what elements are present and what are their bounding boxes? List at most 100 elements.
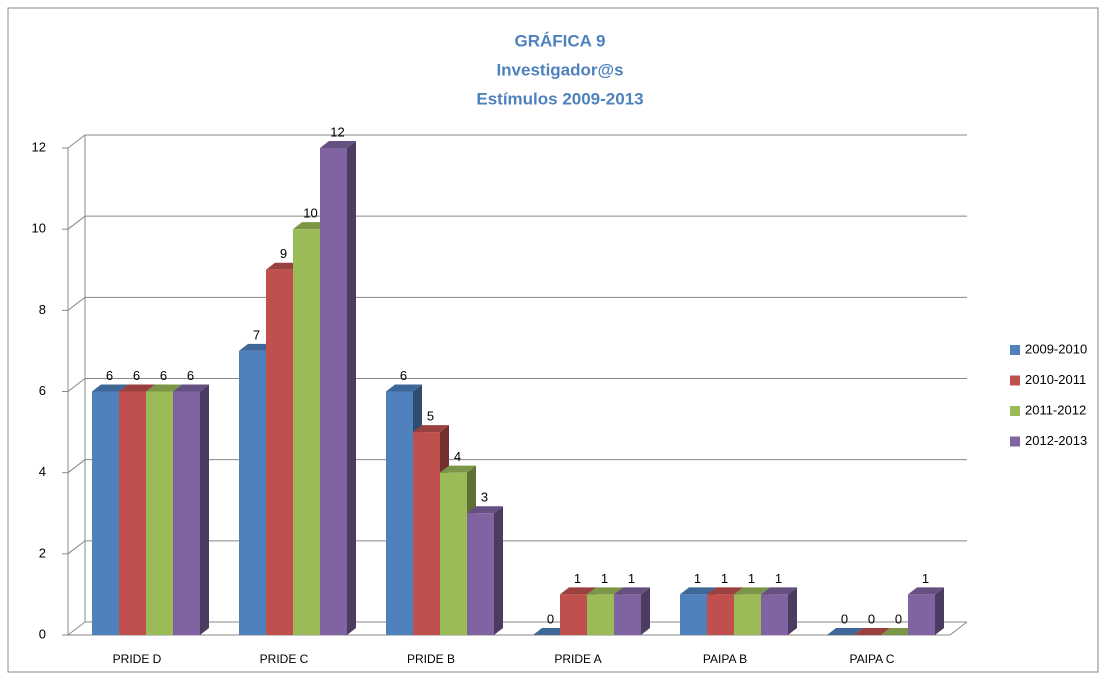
grid-line [67, 540, 967, 555]
bar-top [413, 425, 449, 433]
bar-side [347, 141, 356, 635]
bar-top [680, 587, 716, 595]
legend-swatch [1010, 436, 1020, 447]
data-label: 1 [574, 571, 581, 586]
data-label: 1 [748, 571, 755, 586]
bar-top [827, 628, 863, 635]
data-label: 0 [841, 611, 848, 626]
bar [173, 391, 200, 635]
x-tick-label: PAIPA B [703, 652, 747, 666]
data-label: 4 [454, 449, 461, 464]
data-label: 1 [628, 571, 635, 586]
grid-line [67, 459, 967, 474]
grid-line [67, 378, 967, 392]
x-tick-label: PRIDE B [407, 652, 455, 666]
data-label: 1 [922, 571, 929, 586]
bar-top [173, 384, 209, 392]
bar-top [119, 384, 155, 392]
data-label: 0 [895, 611, 902, 626]
data-label: 6 [106, 368, 113, 383]
bar [467, 513, 494, 635]
data-label: 1 [601, 571, 608, 586]
legend-label: 2009-2010 [1025, 341, 1087, 356]
data-label: 6 [160, 368, 167, 383]
bar [266, 269, 293, 635]
bar-top [908, 587, 944, 595]
data-label: 6 [133, 368, 140, 383]
data-label: 0 [868, 611, 875, 626]
bar-top [614, 587, 650, 595]
data-label: 3 [481, 490, 488, 505]
bar [119, 391, 146, 635]
legend-swatch [1010, 375, 1020, 386]
data-label: 7 [253, 327, 260, 342]
chart-title: Estímulos 2009-2013 [476, 89, 643, 108]
bar [146, 391, 173, 635]
chart-title: Investigador@s [496, 60, 623, 79]
bar [560, 594, 587, 635]
bar [293, 229, 320, 635]
grid-line [67, 621, 967, 636]
y-tick-label: 2 [39, 545, 46, 560]
bar-top [467, 506, 503, 514]
bar-top [587, 587, 623, 595]
data-label: 9 [280, 246, 287, 261]
legend-label: 2010-2011 [1025, 372, 1086, 387]
bar-side [494, 506, 503, 635]
data-label: 5 [427, 409, 434, 424]
bar [707, 594, 734, 635]
y-tick-label: 4 [39, 464, 46, 479]
bar-side [200, 384, 209, 635]
grid-line [67, 134, 967, 149]
bar-top [320, 141, 356, 148]
legend-swatch [1010, 345, 1020, 355]
grid-line [67, 296, 967, 311]
data-label: 6 [400, 368, 407, 383]
bar-top [761, 587, 797, 595]
y-tick-label: 8 [39, 302, 46, 317]
bar [92, 391, 119, 635]
y-tick-label: 0 [39, 626, 46, 641]
bar-top [92, 384, 128, 392]
bar-side [935, 587, 944, 635]
data-label: 1 [775, 571, 782, 586]
legend-label: 2011-2012 [1025, 402, 1086, 417]
bar [908, 594, 935, 635]
bar-top [854, 628, 890, 635]
data-label: 10 [303, 206, 317, 221]
legend-label: 2012-2013 [1025, 433, 1087, 448]
y-tick-label: 12 [32, 139, 46, 154]
chart-title: GRÁFICA 9 [515, 31, 606, 50]
data-label: 12 [330, 124, 344, 139]
x-tick-label: PRIDE C [260, 652, 309, 666]
x-tick-label: PRIDE D [113, 652, 162, 666]
bar [440, 472, 467, 635]
data-label: 0 [547, 611, 554, 626]
bar [413, 432, 440, 635]
y-tick-label: 10 [32, 221, 46, 236]
bar-top [734, 587, 770, 595]
bar-top [146, 384, 182, 392]
bar [761, 594, 788, 635]
bar [614, 594, 641, 635]
bar-side [641, 587, 650, 635]
y-tick-label: 6 [39, 383, 46, 398]
data-label: 6 [187, 368, 194, 383]
data-label: 1 [694, 571, 701, 586]
data-label: 1 [721, 571, 728, 586]
bar-top [560, 587, 596, 595]
floor [68, 621, 968, 636]
x-tick-label: PRIDE A [554, 652, 601, 666]
grid-line [67, 215, 967, 230]
bar [680, 594, 707, 635]
bar-side [788, 587, 797, 635]
x-tick-label: PAIPA C [850, 652, 895, 666]
bar-top [386, 384, 422, 392]
bar [734, 594, 761, 635]
bar-top [440, 465, 476, 473]
bar [587, 594, 614, 635]
bar [386, 391, 413, 635]
bar-top [707, 587, 743, 595]
bar [239, 350, 266, 635]
